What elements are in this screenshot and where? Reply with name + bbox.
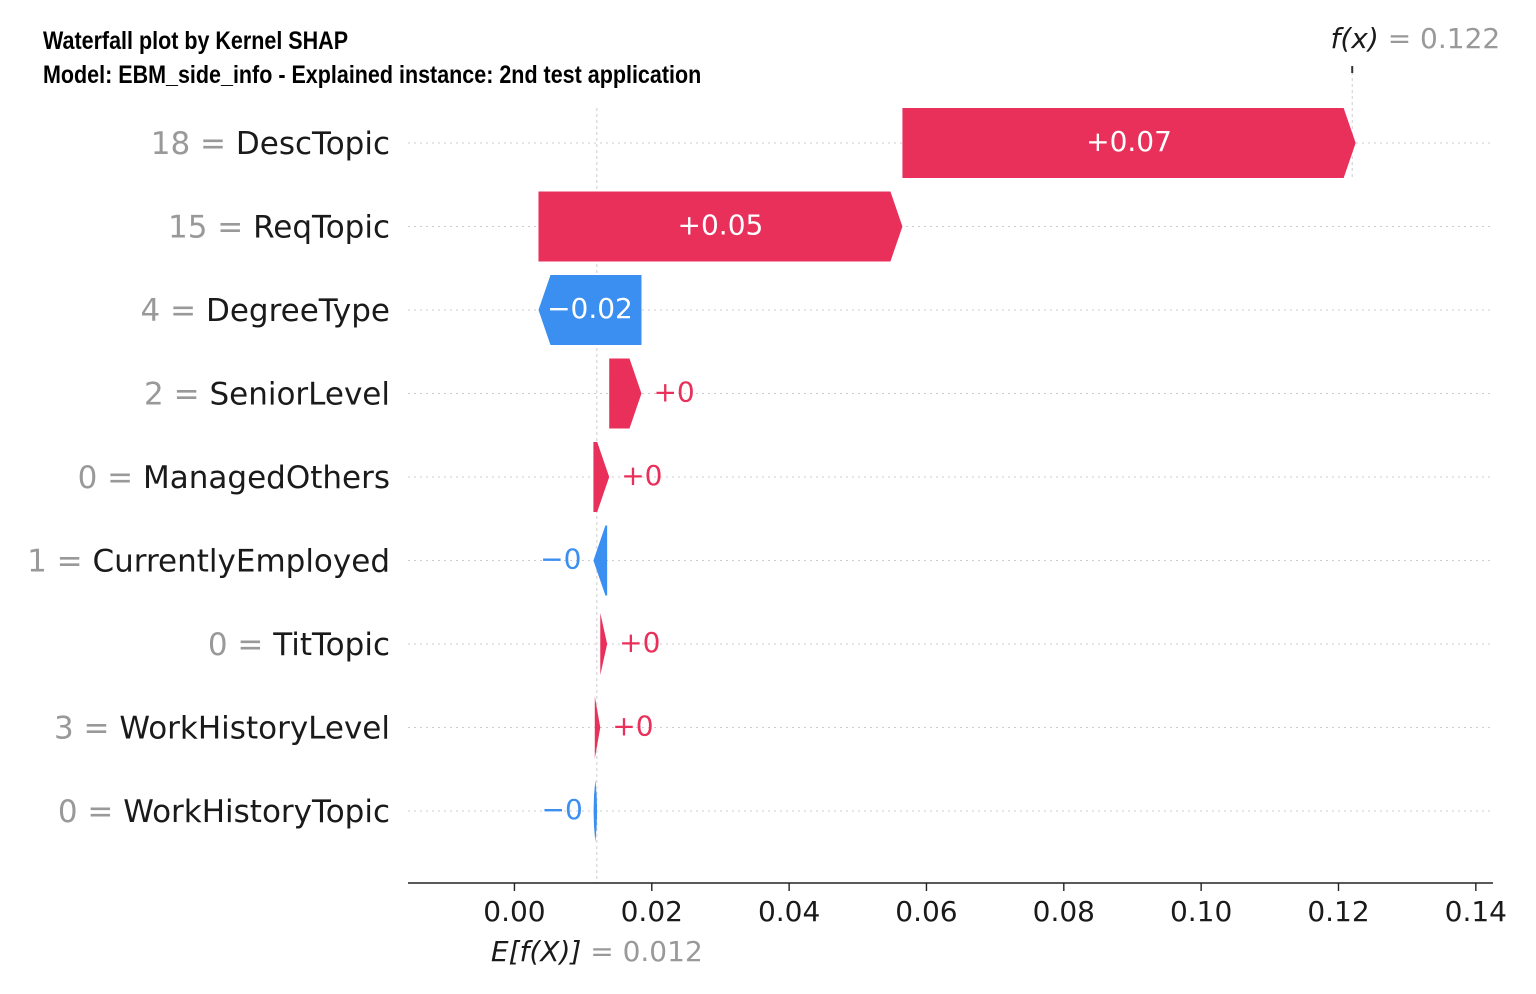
negative-shap-bar [593,525,608,596]
feature-label: 18 = DescTopic [151,126,390,162]
x-tick-label: 0.14 [1445,895,1507,928]
positive-shap-bar [538,191,903,262]
shap-value-label: +0 [619,626,660,659]
x-tick-label: 0.06 [895,895,957,928]
shap-value-label: +0.07 [1086,125,1172,158]
feature-label: 1 = CurrentlyEmployed [27,544,390,580]
shap-value-label: −0.02 [547,292,633,325]
chart-title-line2: Model: EBM_side_info - Explained instanc… [43,61,702,89]
shap-value-label: +0 [653,376,694,409]
shap-value-label: −0 [542,793,583,826]
shap-value-label: +0 [612,710,653,743]
negative-shap-bar [593,780,598,842]
positive-shap-bar [594,696,601,759]
negative-shap-bar [538,275,642,345]
base-value-label: E[f(X)] = 0.012 [491,935,703,968]
feature-label: 15 = ReqTopic [168,210,390,246]
feature-label: 0 = ManagedOthers [78,460,390,496]
x-tick-label: 0.02 [621,895,683,928]
positive-shap-bar [609,358,642,429]
shap-value-label: +0 [621,459,662,492]
x-tick-label: 0.04 [758,895,820,928]
positive-shap-bar [593,442,610,512]
x-tick-label: 0.10 [1170,895,1232,928]
shap-value-label: +0.05 [678,209,764,242]
output-value-label: f(x) = 0.122 [1331,22,1501,55]
x-tick-label: 0.08 [1033,895,1095,928]
chart-title-line1: Waterfall plot by Kernel SHAP [43,27,349,55]
feature-label: 2 = SeniorLevel [144,377,390,413]
x-tick-label: 0.00 [483,895,545,928]
x-tick-label: 0.12 [1307,895,1369,928]
positive-shap-bar [902,108,1356,178]
feature-label: 0 = WorkHistoryTopic [58,794,390,830]
feature-label: 3 = WorkHistoryLevel [54,711,390,747]
feature-label: 4 = DegreeType [141,293,390,329]
shap-value-label: −0 [540,543,581,576]
positive-shap-bar [600,613,608,675]
feature-label: 0 = TitTopic [208,627,390,663]
